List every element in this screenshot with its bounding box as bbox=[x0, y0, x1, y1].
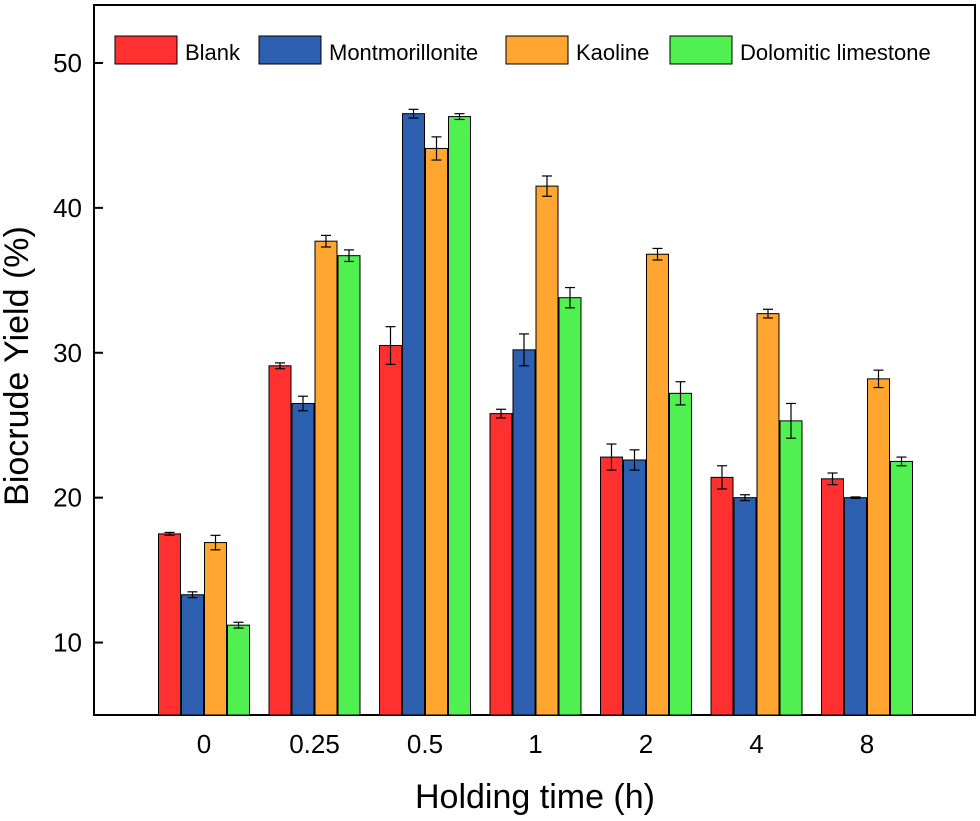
bars bbox=[158, 108, 913, 716]
bar-kaoline bbox=[204, 542, 227, 716]
legend-swatch bbox=[505, 35, 569, 65]
y-tick-label: 30 bbox=[53, 338, 82, 368]
bar-montmorillonite bbox=[291, 402, 315, 716]
legend-swatch bbox=[258, 35, 322, 65]
bar-dolomitic-limestone bbox=[669, 392, 692, 716]
x-tick-label: 0.5 bbox=[407, 729, 443, 759]
legend-swatch bbox=[669, 35, 733, 65]
bar-blank bbox=[489, 413, 513, 716]
x-tick-label: 2 bbox=[639, 729, 653, 759]
y-tick-label: 40 bbox=[53, 193, 82, 223]
x-tick-label: 4 bbox=[749, 729, 763, 759]
legend-swatch bbox=[114, 35, 178, 65]
bar-blank bbox=[158, 533, 181, 716]
x-tick-label: 8 bbox=[860, 729, 874, 759]
bar-montmorillonite bbox=[181, 594, 204, 716]
bar-kaoline bbox=[535, 185, 559, 716]
bar-kaoline bbox=[756, 313, 780, 716]
x-tick-label: 0.25 bbox=[289, 729, 340, 759]
bar-kaoline bbox=[867, 378, 890, 716]
bar-montmorillonite bbox=[623, 459, 646, 716]
legend-label: Kaoline bbox=[576, 40, 649, 65]
bar-blank bbox=[821, 478, 844, 716]
bar-kaoline bbox=[425, 147, 448, 716]
legend-label: Montmorillonite bbox=[329, 40, 478, 65]
x-axis-label: Holding time (h) bbox=[415, 778, 655, 816]
bar-montmorillonite bbox=[402, 113, 425, 716]
bar-montmorillonite bbox=[733, 497, 757, 716]
x-tick-label: 0 bbox=[197, 729, 211, 759]
bar-blank bbox=[268, 365, 292, 716]
y-tick-label: 10 bbox=[53, 628, 82, 658]
x-tick-label: 1 bbox=[528, 729, 542, 759]
bar-dolomitic-limestone bbox=[227, 624, 250, 716]
bar-montmorillonite bbox=[512, 349, 536, 716]
bar-blank bbox=[600, 456, 623, 716]
legend-label: Dolomitic limestone bbox=[740, 40, 931, 65]
bar-dolomitic-limestone bbox=[337, 255, 361, 716]
bar-kaoline bbox=[314, 240, 338, 716]
bar-blank bbox=[710, 476, 734, 716]
bar-dolomitic-limestone bbox=[890, 460, 913, 716]
bar-dolomitic-limestone bbox=[779, 420, 803, 716]
bar-dolomitic-limestone bbox=[448, 116, 471, 716]
bar-blank bbox=[379, 345, 402, 716]
bar-kaoline bbox=[646, 253, 669, 716]
y-tick-label: 50 bbox=[53, 48, 82, 78]
bar-montmorillonite bbox=[844, 497, 867, 716]
legend-label: Blank bbox=[185, 40, 241, 65]
legend: Blank Montmorillonite Kaoline Dolomitic lim… bbox=[114, 35, 931, 65]
y-axis-label: Biocrude Yield (%) bbox=[0, 226, 36, 506]
bar-dolomitic-limestone bbox=[558, 297, 582, 716]
y-tick-label: 20 bbox=[53, 483, 82, 513]
